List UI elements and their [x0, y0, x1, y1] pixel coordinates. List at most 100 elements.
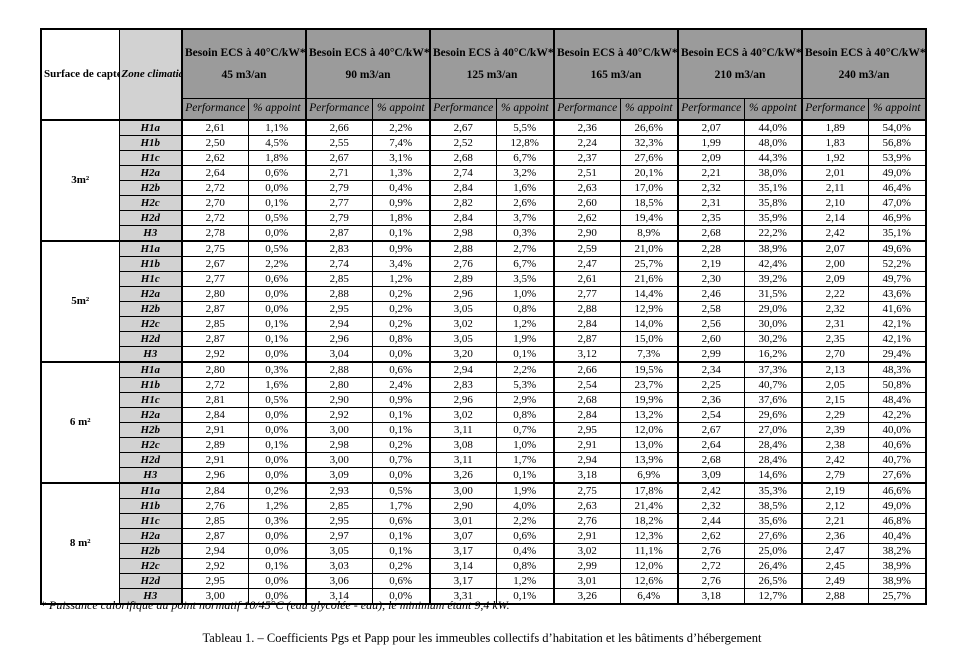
appoint-cell: 27,6% [619, 150, 679, 166]
table-row: H2d 2,95 0,0% 3,06 0,6% 3,17 1,2% 3,01 12,6% 2,76… [41, 573, 927, 589]
appoint-cell: 52,2% [867, 256, 927, 272]
appoint-cell: 48,0% [743, 135, 803, 151]
performance-cell: 3,14 [429, 558, 497, 574]
appoint-cell: 6,7% [495, 150, 555, 166]
appoint-cell: 42,2% [867, 407, 927, 423]
appoint-cell: 5,5% [495, 119, 555, 136]
appoint-cell: 12,6% [619, 573, 679, 589]
appoint-cell: 0,6% [247, 271, 307, 287]
performance-cell: 2,28 [677, 240, 745, 257]
performance-cell: 2,79 [801, 467, 869, 484]
coefficients-table: Surface de capteur par kW*Zone climatiqu… [40, 28, 927, 605]
performance-cell: 2,68 [677, 452, 745, 468]
appoint-cell: 29,0% [743, 301, 803, 317]
performance-cell: 2,56 [677, 316, 745, 332]
table-row: H3 2,78 0,0% 2,87 0,1% 2,98 0,3% 2,90 8,9% 2,68 22… [41, 225, 927, 242]
appoint-cell: 17,0% [619, 180, 679, 196]
zone-cell: H2d [118, 210, 183, 226]
performance-cell: 2,10 [801, 195, 869, 211]
performance-cell: 2,47 [801, 543, 869, 559]
table-row: 6 m² H1a 2,80 0,3% 2,88 0,6% 2,94 2,2% 2,66 19,5%… [40, 361, 927, 484]
zone-cell: H1c [118, 392, 183, 408]
table-row: 8 m² H1a 2,84 0,2% 2,93 0,5% 3,00 1,9% 2,75 17,8%… [40, 482, 927, 605]
performance-cell: 3,01 [553, 573, 621, 589]
performance-cell: 2,85 [181, 316, 249, 332]
appoint-cell: 0,4% [371, 180, 431, 196]
appoint-cell: 2,2% [371, 119, 431, 136]
table-row: H2b 2,87 0,0% 2,95 0,2% 3,05 0,8% 2,88 12,9% 2,58… [41, 301, 927, 317]
zone-cell: H2b [118, 301, 183, 317]
performance-cell: 2,07 [677, 119, 745, 136]
appoint-cell: 0,2% [247, 482, 307, 499]
performance-cell: 2,99 [553, 558, 621, 574]
table-body: 3m² H1a 2,61 1,1% 2,66 2,2% 2,67 5,5% 2,36 26,6% 2… [40, 119, 927, 605]
appoint-cell: 21,0% [619, 240, 679, 257]
appoint-cell: 8,9% [619, 225, 679, 242]
appoint-cell: 42,1% [867, 331, 927, 347]
performance-cell: 2,22 [801, 286, 869, 302]
performance-cell: 2,39 [801, 422, 869, 438]
surface-header-cell: Surface de capteur par kW* [40, 28, 120, 121]
performance-cell: 2,95 [305, 301, 373, 317]
appoint-cell: 0,1% [247, 316, 307, 332]
appoint-cell: 3,7% [495, 210, 555, 226]
performance-cell: 2,88 [553, 301, 621, 317]
performance-cell: 2,96 [429, 286, 497, 302]
performance-cell: 2,96 [181, 467, 249, 484]
appoint-cell: 2,2% [247, 256, 307, 272]
zone-cell: H2d [118, 573, 183, 589]
performance-cell: 2,38 [801, 437, 869, 453]
besoin-label: Besoin ECS à 40°C/kW* [681, 46, 802, 59]
appoint-cell: 0,0% [247, 467, 307, 484]
appoint-cell: 0,1% [371, 528, 431, 544]
performance-cell: 3,17 [429, 543, 497, 559]
besoin-label: Besoin ECS à 40°C/kW* [185, 46, 306, 59]
appoint-cell: 0,0% [247, 588, 307, 605]
volume-label: 210 m3/an [714, 69, 766, 82]
surface-cell: 3m² [40, 119, 120, 242]
performance-cell: 2,87 [181, 528, 249, 544]
appoint-cell: 1,2% [495, 316, 555, 332]
performance-cell: 2,95 [305, 513, 373, 529]
appoint-cell: 1,9% [495, 331, 555, 347]
table-row: H2d 2,91 0,0% 3,00 0,7% 3,11 1,7% 2,94 13,9% 2,68… [41, 452, 927, 468]
appoint-cell: 2,7% [495, 240, 555, 257]
table-row: H2c 2,92 0,1% 3,03 0,2% 3,14 0,8% 2,99 12,0% 2,72… [41, 558, 927, 574]
besoin-group-header: Besoin ECS à 40°C/kW* 45 m3/an [181, 28, 307, 99]
surface-cell: 8 m² [40, 482, 120, 605]
appoint-cell: 40,4% [867, 528, 927, 544]
performance-cell: 2,79 [305, 180, 373, 196]
appoint-cell: 2,4% [371, 377, 431, 393]
besoin-group-header: Besoin ECS à 40°C/kW* 210 m3/an [677, 28, 803, 99]
appoint-cell: 46,8% [867, 513, 927, 529]
performance-cell: 2,76 [553, 513, 621, 529]
table-row: H2b 2,91 0,0% 3,00 0,1% 3,11 0,7% 2,95 12,0% 2,67… [41, 422, 927, 438]
appoint-cell: 20,1% [619, 165, 679, 181]
table-row: H1c 2,77 0,6% 2,85 1,2% 2,89 3,5% 2,61 21,6% 2,30… [41, 271, 927, 287]
appoint-cell: 28,4% [743, 437, 803, 453]
zone-cell: H2a [118, 165, 183, 181]
appoint-cell: 0,0% [247, 301, 307, 317]
performance-cell: 2,90 [429, 498, 497, 514]
zone-cell: H2d [118, 452, 183, 468]
performance-cell: 2,61 [181, 119, 249, 136]
performance-cell: 3,00 [305, 422, 373, 438]
performance-cell: 2,92 [181, 558, 249, 574]
volume-label: 125 m3/an [466, 69, 518, 82]
appoint-cell: 54,0% [867, 119, 927, 136]
performance-cell: 2,75 [181, 240, 249, 257]
appoint-cell: 48,3% [867, 361, 927, 378]
performance-cell: 2,67 [181, 256, 249, 272]
performance-cell: 2,35 [801, 331, 869, 347]
performance-cell: 2,72 [677, 558, 745, 574]
appoint-cell: 0,2% [371, 301, 431, 317]
performance-cell: 2,90 [305, 392, 373, 408]
performance-cell: 3,12 [553, 346, 621, 363]
appoint-cell: 0,1% [247, 331, 307, 347]
performance-cell: 2,68 [553, 392, 621, 408]
performance-cell: 2,96 [429, 392, 497, 408]
appoint-cell: 0,5% [247, 240, 307, 257]
table-row: H2a 2,64 0,6% 2,71 1,3% 2,74 3,2% 2,51 20,1% 2,21… [41, 165, 927, 181]
appoint-subheader: % appoint [371, 98, 431, 121]
